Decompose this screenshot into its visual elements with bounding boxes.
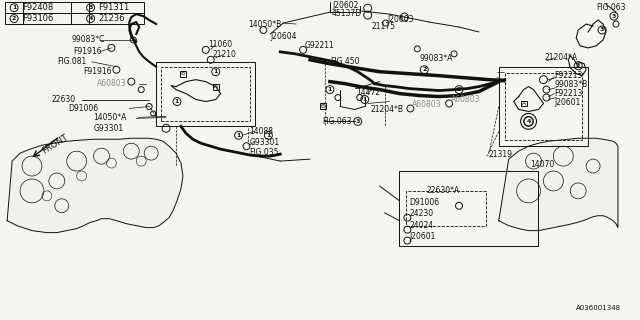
- Text: J20601: J20601: [410, 232, 436, 241]
- Text: A60803: A60803: [451, 95, 481, 104]
- Text: J20604: J20604: [270, 32, 297, 42]
- Text: F92408: F92408: [22, 3, 53, 12]
- Text: G93301: G93301: [93, 124, 124, 133]
- Text: 3: 3: [356, 119, 360, 124]
- Bar: [499, 67, 588, 146]
- Text: 99083*B: 99083*B: [554, 80, 588, 89]
- Text: 1: 1: [175, 99, 179, 104]
- Bar: [180, 71, 186, 77]
- Text: 3: 3: [88, 5, 93, 10]
- Text: A60803: A60803: [412, 100, 442, 109]
- Text: 14088: 14088: [250, 127, 273, 136]
- Text: D91006: D91006: [410, 198, 440, 207]
- Bar: [399, 171, 538, 245]
- Bar: [212, 84, 219, 90]
- Text: FIG.450: FIG.450: [330, 57, 360, 66]
- Text: 1: 1: [12, 5, 16, 10]
- Text: 21319: 21319: [489, 150, 513, 159]
- Text: F93106: F93106: [22, 14, 53, 23]
- Text: A60803: A60803: [97, 79, 126, 88]
- Text: 1: 1: [362, 97, 367, 102]
- Text: 45137D: 45137D: [332, 9, 362, 18]
- Text: 24024: 24024: [410, 221, 433, 230]
- Text: 14050*A: 14050*A: [93, 113, 127, 122]
- Text: 1: 1: [236, 133, 241, 138]
- Bar: [406, 191, 486, 226]
- Polygon shape: [499, 138, 618, 231]
- Text: 4: 4: [526, 119, 531, 124]
- Text: 99083*A: 99083*A: [419, 54, 452, 63]
- Text: 3: 3: [612, 13, 616, 19]
- Bar: [156, 62, 255, 126]
- Text: G92211: G92211: [305, 41, 335, 50]
- Text: 1: 1: [266, 133, 271, 138]
- Text: B: B: [181, 71, 185, 76]
- Text: 22630: 22630: [52, 95, 76, 104]
- Text: 2: 2: [422, 67, 426, 72]
- Text: J20603: J20603: [388, 15, 414, 24]
- Bar: [320, 103, 326, 109]
- Text: D91006: D91006: [68, 104, 99, 113]
- Text: FIG.063: FIG.063: [596, 3, 625, 12]
- Text: 11060: 11060: [208, 40, 232, 49]
- Text: FRONT: FRONT: [40, 133, 69, 156]
- Text: 14050*B: 14050*B: [248, 20, 282, 28]
- Text: F91311: F91311: [99, 3, 130, 12]
- Text: 21204*B: 21204*B: [371, 105, 404, 114]
- Text: 1: 1: [214, 69, 218, 74]
- Polygon shape: [7, 138, 183, 233]
- Text: G93301: G93301: [250, 138, 280, 147]
- Text: J20602: J20602: [332, 1, 358, 10]
- Bar: [505, 73, 582, 140]
- Text: FIG.035: FIG.035: [250, 148, 279, 157]
- Text: B: B: [321, 104, 325, 109]
- Text: 22630*A: 22630*A: [426, 186, 460, 196]
- Text: F91916: F91916: [84, 67, 112, 76]
- Text: A: A: [522, 101, 525, 106]
- Text: A: A: [214, 84, 218, 89]
- Text: F92213: F92213: [554, 71, 583, 80]
- Text: F92213: F92213: [554, 89, 583, 98]
- Text: 14472: 14472: [356, 88, 380, 97]
- Text: F91916: F91916: [74, 47, 102, 56]
- Text: A036001348: A036001348: [576, 305, 621, 311]
- Text: 3: 3: [600, 28, 604, 33]
- Text: FIG.063: FIG.063: [322, 117, 351, 126]
- Text: 21204*A: 21204*A: [545, 53, 577, 62]
- Text: 14070: 14070: [531, 160, 555, 169]
- Text: 21236: 21236: [99, 14, 125, 23]
- Bar: [161, 67, 250, 121]
- Text: 4: 4: [88, 16, 93, 21]
- Bar: [520, 100, 527, 107]
- Text: 2: 2: [457, 87, 461, 92]
- Text: J20601: J20601: [554, 98, 580, 107]
- Text: 99083*C: 99083*C: [72, 36, 105, 44]
- Text: 21175: 21175: [372, 21, 396, 30]
- Text: 3: 3: [576, 63, 580, 68]
- Text: 1: 1: [328, 87, 332, 92]
- Text: 21210: 21210: [212, 50, 237, 59]
- Bar: [5, 2, 144, 24]
- Text: FIG.081: FIG.081: [57, 57, 86, 66]
- Text: 2: 2: [12, 16, 16, 21]
- Text: 24230: 24230: [410, 209, 433, 218]
